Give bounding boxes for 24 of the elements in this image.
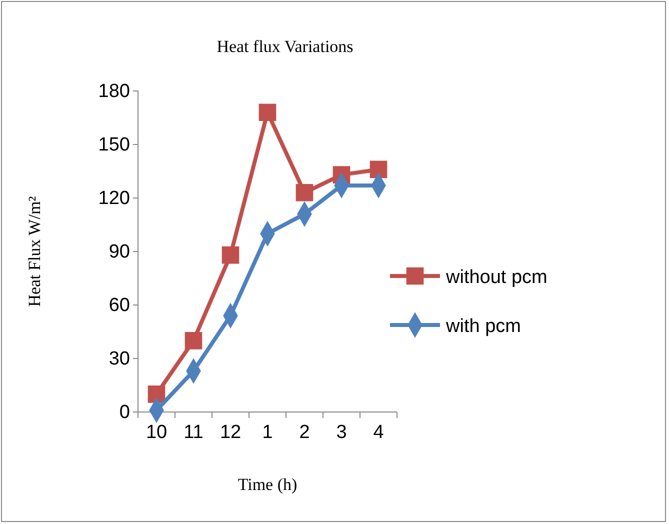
point bbox=[222, 246, 240, 264]
y-tick-label: 120 bbox=[98, 188, 130, 210]
point bbox=[258, 104, 276, 122]
point bbox=[184, 332, 202, 350]
legend-label: without pcm bbox=[445, 267, 548, 288]
x-tick-label: 12 bbox=[220, 422, 242, 443]
x-tick-label: 11 bbox=[184, 422, 204, 443]
y-tick-label: 30 bbox=[108, 348, 130, 370]
x-tick-label: 3 bbox=[336, 422, 347, 443]
x-tick-label: 1 bbox=[262, 422, 273, 443]
x-tick-label: 2 bbox=[299, 422, 310, 443]
x-tick-label: 4 bbox=[373, 422, 384, 443]
point bbox=[296, 184, 314, 202]
x-axis-title: Time (h) bbox=[238, 475, 298, 494]
y-tick-label: 90 bbox=[108, 242, 130, 263]
y-tick-label: 180 bbox=[98, 81, 130, 102]
legend-label: with pcm bbox=[445, 316, 521, 337]
y-axis-title: Heat Flux W/m² bbox=[25, 196, 44, 307]
y-tick-label: 150 bbox=[98, 134, 130, 156]
x-tick-label: 10 bbox=[146, 422, 168, 443]
chart-title: Heat flux Variations bbox=[216, 37, 354, 56]
point bbox=[370, 160, 388, 178]
y-tick-label: 60 bbox=[108, 295, 130, 316]
y-tick-label: 0 bbox=[119, 402, 130, 424]
